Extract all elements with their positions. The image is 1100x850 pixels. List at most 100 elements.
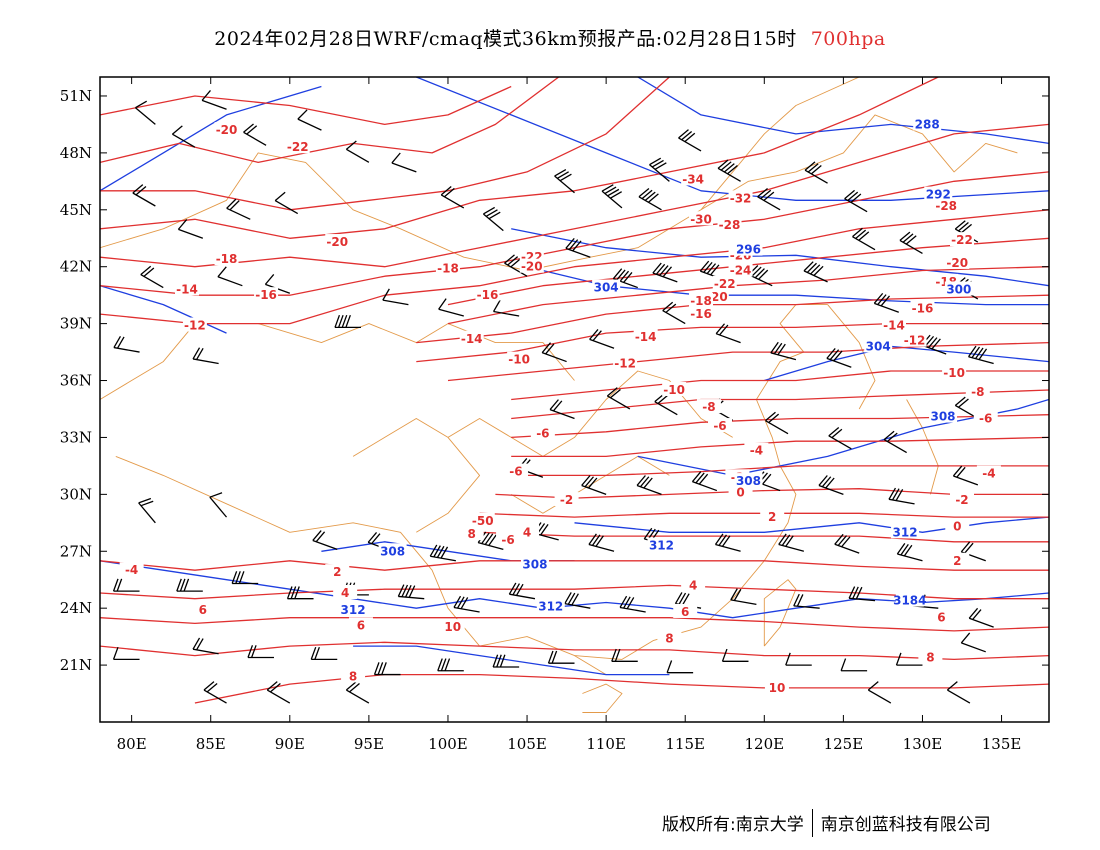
wind-barb-flag [510,257,522,268]
wind-barb-flag [610,191,622,199]
wind-barb-flag [217,266,227,278]
temperature-label-bg [435,260,460,275]
wind-barb-flag [804,161,816,171]
wind-barb-flag [572,240,582,252]
height-label: 312 [538,599,563,613]
wind-barb-flag [785,535,794,547]
height-label: 308 [380,544,405,558]
wind-barb [171,125,196,148]
wind-barb-flag [678,129,689,139]
temperature-label-bg [530,425,555,440]
temperature-label-bg [190,602,215,617]
wind-barb [177,218,204,239]
wind-barb-flag [902,233,914,243]
wind-barb [477,531,504,550]
wind-barb-flag [551,650,558,664]
wind-barb [554,168,575,194]
temperature-label-bg [348,617,373,632]
temperature-label: -12 [614,356,636,370]
height-contours [100,77,1049,676]
temperature-label: -18 [437,262,459,276]
wind-barb-flag [806,262,817,273]
wind-barb [589,329,615,349]
wind-barb [588,533,615,552]
wind-barb-staff [226,207,251,220]
temperature-label-bg [712,275,737,290]
wind-barb-flag [171,125,183,135]
isotherm-line [416,294,1049,344]
wind-barb-flag [954,220,966,230]
wind-barb-flag [496,654,502,668]
wind-barb-staff [565,247,591,258]
lat-tick-label: 45N [60,201,92,219]
copyright-company: 南京创蓝科技有限公司 [820,815,991,835]
temperature-label: -6 [979,411,992,425]
temperature-label: -22 [714,277,736,291]
wind-barb [112,578,140,592]
lat-tick-label: 30N [60,485,92,503]
wind-barb-flag [499,654,506,668]
wind-barb-flag [341,314,348,328]
wind-barb-flag [721,648,728,662]
wind-barb-staff [203,689,227,704]
wind-barb [666,660,694,674]
wind-barb-staff [883,439,907,454]
wind-barb-flag [946,681,958,691]
wind-barb-flag [338,314,344,328]
wind-barb-flag [606,387,618,397]
wind-barb-staff [398,595,425,600]
isotherm-line [100,209,1049,325]
temperature-label-bg [744,442,769,457]
wind-barb [804,161,828,184]
wind-barb-flag [657,394,669,404]
temperature-label-bg [174,281,199,296]
temperature-label: -4 [750,444,763,458]
wind-barb-staff [888,498,915,505]
temperature-label: -28 [935,199,957,213]
wind-barb [437,658,464,672]
wind-barb-flag [960,632,971,644]
wind-barb-staff [678,137,702,152]
isotherm-line [511,389,1049,420]
wind-barb [135,100,156,125]
wind-barb-flag [373,662,380,675]
height-label-bg [734,241,763,256]
wind-barb-flag [589,329,599,340]
height-label-bg [895,592,924,607]
wind-barb-flag [841,536,851,548]
wind-barb [564,592,591,609]
wind-barb-staff [601,190,623,209]
wind-barb-flag [967,345,977,358]
wind-barb-flag [719,324,729,336]
wind-barb-staff [968,356,994,365]
wind-barb [203,681,227,704]
isotherm-line [511,436,1049,458]
wind-barb [952,465,979,486]
wind-barb-flag [444,187,455,198]
wind-barb-flag [641,189,653,200]
wind-barb-staff [541,352,567,363]
wind-barb-staff [692,481,718,492]
wind-barb [334,314,361,329]
wind-barb-flag [132,184,144,194]
temperature-label-bg [440,619,465,634]
wind-barb-staff [382,299,409,306]
wind-barb [852,227,876,251]
wind-barb-flag [286,586,293,599]
wind-barb-flag [508,582,517,595]
wind-barb [636,475,662,495]
wind-barb [201,89,227,110]
wind-barb-flag [699,260,710,272]
wind-barb-flag [547,650,554,664]
wind-barb-flag [723,163,735,173]
wind-barb [844,189,868,213]
wind-barb-flag [813,265,824,276]
wind-barb [209,492,228,518]
wind-barb-flag [777,343,786,356]
temperature-label: -14 [883,319,905,333]
isotherm-line [511,465,1049,477]
temperature-label: -12 [904,334,926,348]
wind-barb [391,152,417,173]
lat-tick-label: 39N [60,315,92,333]
wind-barb-flag [636,475,646,486]
